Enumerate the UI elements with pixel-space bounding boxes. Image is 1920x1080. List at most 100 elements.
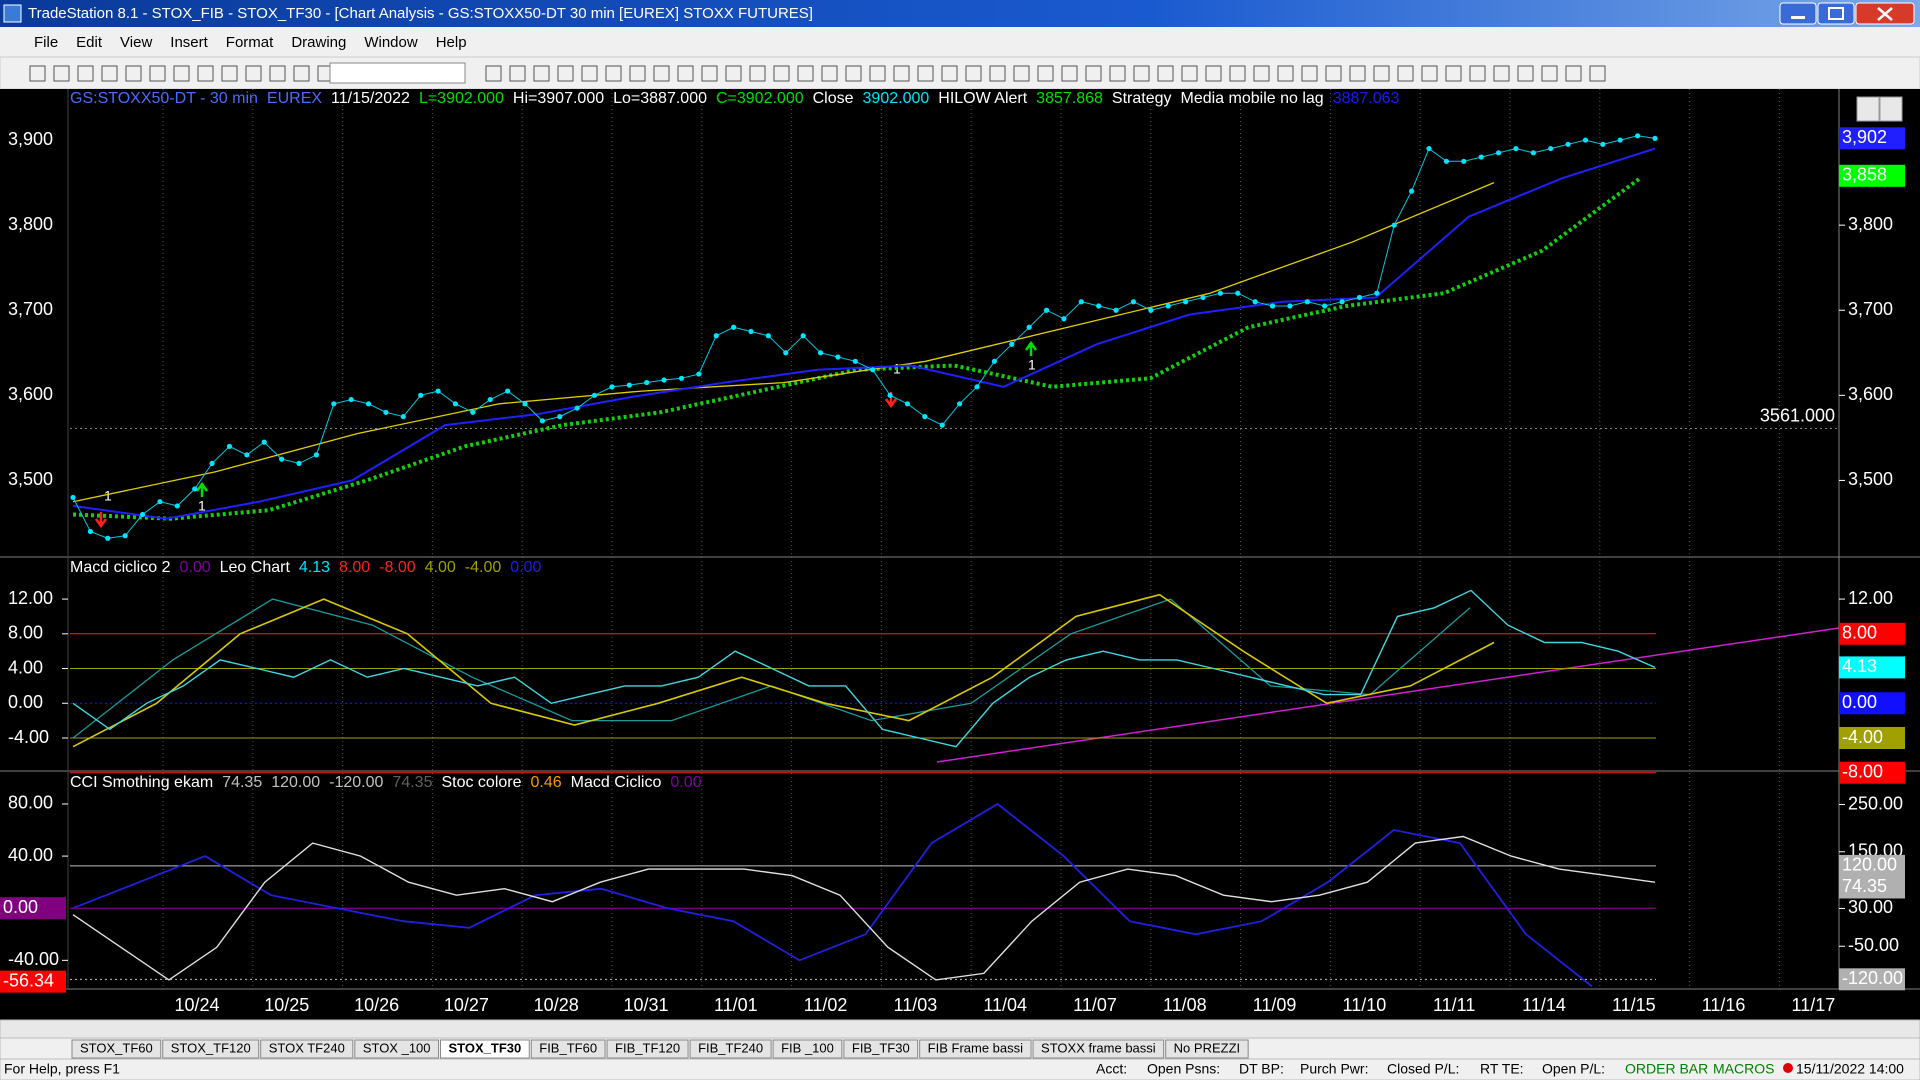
toolbar-icon[interactable] [1157, 65, 1174, 82]
toolbar-icon[interactable] [1013, 65, 1030, 82]
toolbar-icon[interactable] [221, 65, 238, 82]
toolbar-icon[interactable] [749, 65, 766, 82]
toolbar-icon[interactable] [605, 65, 622, 82]
tab[interactable] [689, 1039, 772, 1059]
menu-item[interactable]: View [120, 34, 152, 51]
symbol-combobox[interactable] [329, 62, 466, 84]
toolbar-icon[interactable] [1445, 65, 1462, 82]
tab[interactable] [1032, 1039, 1165, 1059]
tab[interactable] [71, 1039, 162, 1059]
menu-item[interactable]: Drawing [291, 34, 346, 51]
toolbar-icon[interactable] [653, 65, 670, 82]
toolbar-icon[interactable] [869, 65, 886, 82]
toolbar-icon[interactable] [1421, 65, 1438, 82]
tab[interactable] [606, 1039, 689, 1059]
toolbar-icon[interactable] [845, 65, 862, 82]
tab[interactable] [162, 1039, 260, 1059]
toolbar-icon[interactable] [101, 65, 118, 82]
tab[interactable] [260, 1039, 354, 1059]
toolbar-icon[interactable] [701, 65, 718, 82]
toolbar-icon[interactable] [53, 65, 70, 82]
tab-label[interactable]: FIB_TF60 [539, 1040, 597, 1055]
minimize-button[interactable] [1779, 2, 1817, 25]
toolbar-icon[interactable] [581, 65, 598, 82]
tab-label[interactable]: FIB _100 [781, 1040, 834, 1055]
toolbar-icon[interactable] [533, 65, 550, 82]
window-buttons[interactable] [1779, 2, 1915, 25]
maximize-button[interactable] [1817, 2, 1855, 25]
toolbar-icon[interactable] [893, 65, 910, 82]
tab-label[interactable]: STOX_TF60 [80, 1040, 153, 1055]
toolbar-icon[interactable] [1133, 65, 1150, 82]
tab-label[interactable]: FIB_TF240 [698, 1040, 763, 1055]
tab-label[interactable]: STOX _100 [363, 1040, 431, 1055]
toolbar-icon[interactable] [1037, 65, 1054, 82]
chart-minimize[interactable] [1856, 96, 1880, 122]
toolbar-icon[interactable] [1565, 65, 1582, 82]
chart-window-controls[interactable] [1856, 96, 1903, 122]
toolbar-icon[interactable] [1373, 65, 1390, 82]
toolbar-icon[interactable] [629, 65, 646, 82]
toolbar-icon[interactable] [125, 65, 142, 82]
tab[interactable] [354, 1039, 440, 1059]
tab[interactable] [772, 1039, 843, 1059]
menu-item[interactable]: Format [226, 34, 274, 51]
menu-item[interactable]: Insert [170, 34, 208, 51]
toolbar-icon[interactable] [1229, 65, 1246, 82]
toolbar-icon[interactable] [509, 65, 526, 82]
tab[interactable] [1165, 1039, 1249, 1059]
toolbar-icon[interactable] [1301, 65, 1318, 82]
toolbar-icon[interactable] [557, 65, 574, 82]
scrollbar[interactable] [0, 1019, 1920, 1039]
toolbar-icon[interactable] [1349, 65, 1366, 82]
menu-item[interactable]: Window [364, 34, 418, 51]
tab-label[interactable]: STOXX frame bassi [1041, 1040, 1156, 1055]
tab[interactable] [440, 1039, 530, 1059]
toolbar-icon[interactable] [149, 65, 166, 82]
tab-label[interactable]: FIB_TF120 [615, 1040, 680, 1055]
toolbar-icon[interactable] [1061, 65, 1078, 82]
tab[interactable] [843, 1039, 919, 1059]
toolbar-icon[interactable] [1589, 65, 1606, 82]
menu-item[interactable]: File [34, 34, 58, 51]
toolbar-icon[interactable] [29, 65, 46, 82]
toolbar-icon[interactable] [1085, 65, 1102, 82]
toolbar-icon[interactable] [797, 65, 814, 82]
toolbar-icon[interactable] [677, 65, 694, 82]
menu-item[interactable]: Edit [76, 34, 103, 51]
toolbar-icon[interactable] [245, 65, 262, 82]
toolbar-icon[interactable] [773, 65, 790, 82]
toolbar-icon[interactable] [173, 65, 190, 82]
toolbar-icon[interactable] [917, 65, 934, 82]
tab-label[interactable]: FIB_TF30 [852, 1040, 910, 1055]
toolbar-icon[interactable] [989, 65, 1006, 82]
toolbar-icon[interactable] [1469, 65, 1486, 82]
toolbar-icon[interactable] [197, 65, 214, 82]
toolbar-icon[interactable] [725, 65, 742, 82]
toolbar-icon[interactable] [77, 65, 94, 82]
tab-label[interactable]: No PREZZI [1174, 1040, 1240, 1055]
tab-label[interactable]: STOX_TF120 [171, 1040, 251, 1055]
toolbar-icon[interactable] [965, 65, 982, 82]
toolbar-icon[interactable] [1181, 65, 1198, 82]
tab[interactable] [919, 1039, 1032, 1059]
toolbar-icon[interactable] [485, 65, 502, 82]
toolbar-icon[interactable] [1517, 65, 1534, 82]
menu-item[interactable]: Help [436, 34, 467, 51]
toolbar-icon[interactable] [1493, 65, 1510, 82]
tab-label[interactable]: FIB Frame bassi [928, 1040, 1023, 1055]
tab-label[interactable]: STOX TF240 [269, 1040, 345, 1055]
toolbar-icon[interactable] [1109, 65, 1126, 82]
toolbar-icon[interactable] [293, 65, 310, 82]
toolbar-icon[interactable] [1541, 65, 1558, 82]
chart-restore[interactable] [1879, 96, 1903, 122]
toolbar-icon[interactable] [1277, 65, 1294, 82]
toolbar-icon[interactable] [821, 65, 838, 82]
toolbar-icon[interactable] [1253, 65, 1270, 82]
toolbar-icon[interactable] [1325, 65, 1342, 82]
toolbar-icon[interactable] [1205, 65, 1222, 82]
toolbar-icon[interactable] [1397, 65, 1414, 82]
toolbar-icon[interactable] [941, 65, 958, 82]
toolbar-icon[interactable] [269, 65, 286, 82]
tab-label[interactable]: STOX_TF30 [449, 1040, 522, 1055]
